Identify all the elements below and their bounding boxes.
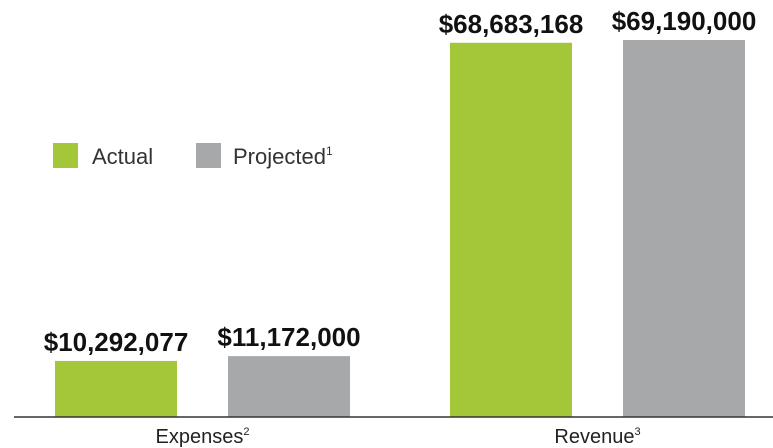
bar-projected-revenue [623,40,745,417]
legend-swatch-projected [196,143,221,168]
category-labels-layer: Expenses2 Revenue3 [156,426,641,448]
bar-projected-expenses [228,356,350,417]
bar-actual-revenue [450,42,572,418]
legend-swatch-actual [53,143,78,168]
legend: Actual Projected1 [53,143,333,169]
value-label-actual-expenses: $10,292,077 [44,327,189,357]
category-footnote-expenses: 2 [243,426,249,438]
legend-footnote-projected: 1 [326,144,333,158]
value-label-projected-revenue: $69,190,000 [612,6,757,36]
value-label-projected-expenses: $11,172,000 [217,322,360,352]
legend-label-actual: Actual [92,144,153,169]
category-footnote-revenue: 3 [634,426,640,438]
legend-label-projected: Projected1 [233,144,333,169]
category-label-expenses: Expenses2 [156,426,250,448]
bar-actual-expenses [55,360,177,417]
value-labels-layer: $10,292,077 $11,172,000 $68,683,168 $69,190… [44,6,757,357]
value-label-actual-revenue: $68,683,168 [439,9,584,39]
bars-layer [55,40,745,418]
category-label-revenue: Revenue3 [554,426,640,448]
